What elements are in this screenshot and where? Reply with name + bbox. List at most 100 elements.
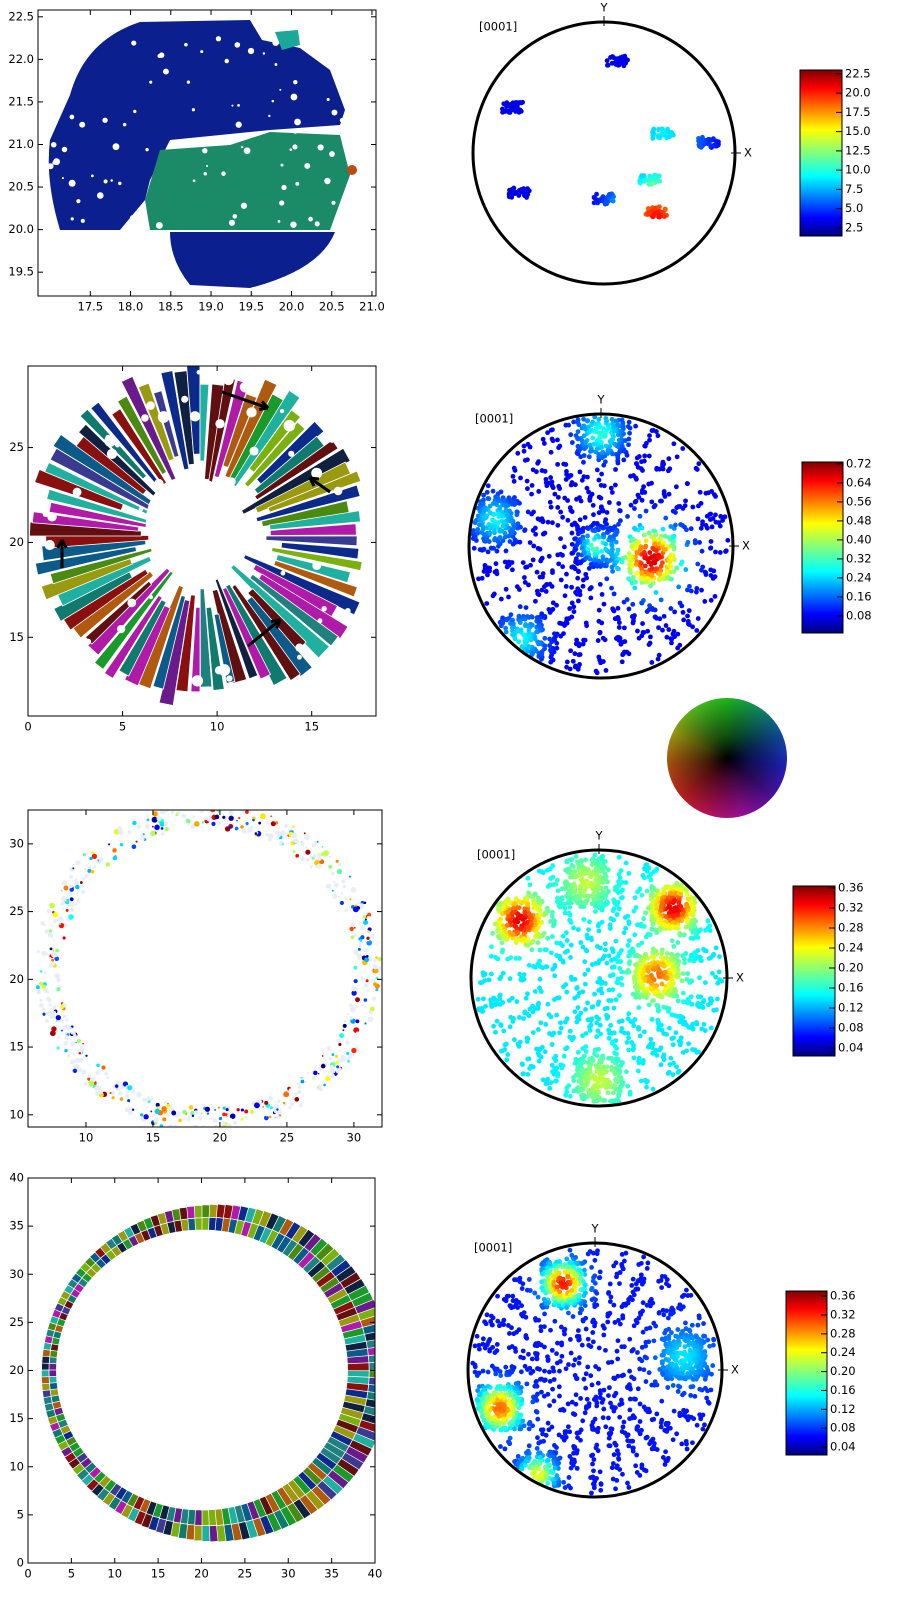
grain xyxy=(80,889,86,895)
grain-speck xyxy=(277,219,281,223)
pole-point xyxy=(508,530,514,536)
pole-point xyxy=(692,896,697,901)
pole-point xyxy=(664,898,670,904)
grain xyxy=(331,1053,335,1057)
grain-region xyxy=(347,165,357,175)
pole-point xyxy=(585,546,591,552)
grain-speck xyxy=(246,407,257,418)
grain xyxy=(55,948,59,953)
grain xyxy=(199,383,210,462)
grain xyxy=(56,987,61,992)
pole-point xyxy=(586,927,592,932)
pole-point xyxy=(590,419,596,425)
pole-point xyxy=(637,965,643,971)
pole-point xyxy=(592,414,598,420)
grain xyxy=(57,916,64,923)
pole-point xyxy=(554,602,559,608)
pole-point xyxy=(560,564,566,570)
grain xyxy=(309,865,314,869)
grain xyxy=(290,1102,294,1107)
grain xyxy=(155,1102,160,1107)
grain xyxy=(46,996,50,1001)
grain-speck xyxy=(215,36,222,42)
grain xyxy=(241,828,247,834)
pole-label: [0001] xyxy=(477,848,515,862)
pole-point xyxy=(612,1071,618,1077)
pole-point xyxy=(540,531,546,537)
pole-point xyxy=(690,912,696,918)
grain xyxy=(371,933,375,938)
pole-point xyxy=(549,483,555,489)
grain xyxy=(173,1124,178,1127)
pole-point xyxy=(498,974,504,980)
pole-point xyxy=(563,885,568,891)
pole-point xyxy=(623,860,629,866)
pole-point xyxy=(547,1031,552,1036)
pole-point xyxy=(595,923,601,929)
pole-point xyxy=(677,642,683,648)
grain xyxy=(97,1089,103,1095)
grain xyxy=(363,983,369,988)
pole-point xyxy=(498,916,504,922)
pole-point xyxy=(535,545,541,551)
grain xyxy=(154,1121,158,1125)
pole-points xyxy=(475,852,725,1105)
pole-point xyxy=(560,933,566,939)
pole-point xyxy=(665,1071,671,1076)
pole-point xyxy=(572,889,578,895)
grain xyxy=(117,826,123,832)
pole-point xyxy=(567,897,573,903)
grain-speck xyxy=(333,486,343,496)
pole-point xyxy=(569,584,575,590)
pole-point xyxy=(571,564,576,570)
grain xyxy=(60,1005,65,1010)
pole-point xyxy=(538,650,544,655)
pole-point xyxy=(555,461,561,467)
pole-point xyxy=(482,978,488,983)
pole-point xyxy=(519,977,525,983)
grain xyxy=(351,986,357,992)
pole-point xyxy=(594,467,600,473)
grain xyxy=(268,1115,272,1119)
pole-point xyxy=(618,959,623,965)
pole-point xyxy=(700,1005,706,1010)
grain-speck xyxy=(85,638,92,645)
pole-point xyxy=(604,529,610,535)
pole-point xyxy=(592,195,598,201)
pole-point xyxy=(555,888,561,894)
grain xyxy=(131,844,137,850)
pole-point xyxy=(588,542,594,548)
hole xyxy=(146,476,234,564)
pole-point xyxy=(706,140,712,146)
grain xyxy=(126,1506,141,1523)
pole-point xyxy=(521,191,527,197)
pole-point xyxy=(648,583,653,589)
pole-point xyxy=(674,454,680,460)
grain xyxy=(354,1298,375,1315)
grain xyxy=(159,821,165,827)
pole-point xyxy=(492,500,498,506)
grain xyxy=(48,1368,57,1377)
pole-point xyxy=(481,507,487,513)
pole-point xyxy=(622,915,628,920)
pole-point xyxy=(552,491,558,497)
pole-point xyxy=(513,896,519,902)
colorbar-tick-label: 10.0 xyxy=(845,163,871,177)
pole-point xyxy=(480,1008,486,1014)
pole-point xyxy=(690,1026,696,1032)
pole-point xyxy=(506,913,512,919)
grain xyxy=(170,810,175,815)
grain xyxy=(61,1029,63,1032)
pole-point xyxy=(575,538,581,544)
pole-point xyxy=(718,514,724,519)
pole-point xyxy=(698,500,704,506)
grain xyxy=(124,1094,130,1099)
pole-point xyxy=(564,472,569,477)
grain xyxy=(42,1012,46,1016)
colorbar xyxy=(799,69,843,237)
grain xyxy=(262,1105,265,1108)
pole-point xyxy=(599,854,605,859)
pole-point xyxy=(667,466,673,472)
grain-speck xyxy=(104,435,116,447)
grain xyxy=(333,880,336,884)
